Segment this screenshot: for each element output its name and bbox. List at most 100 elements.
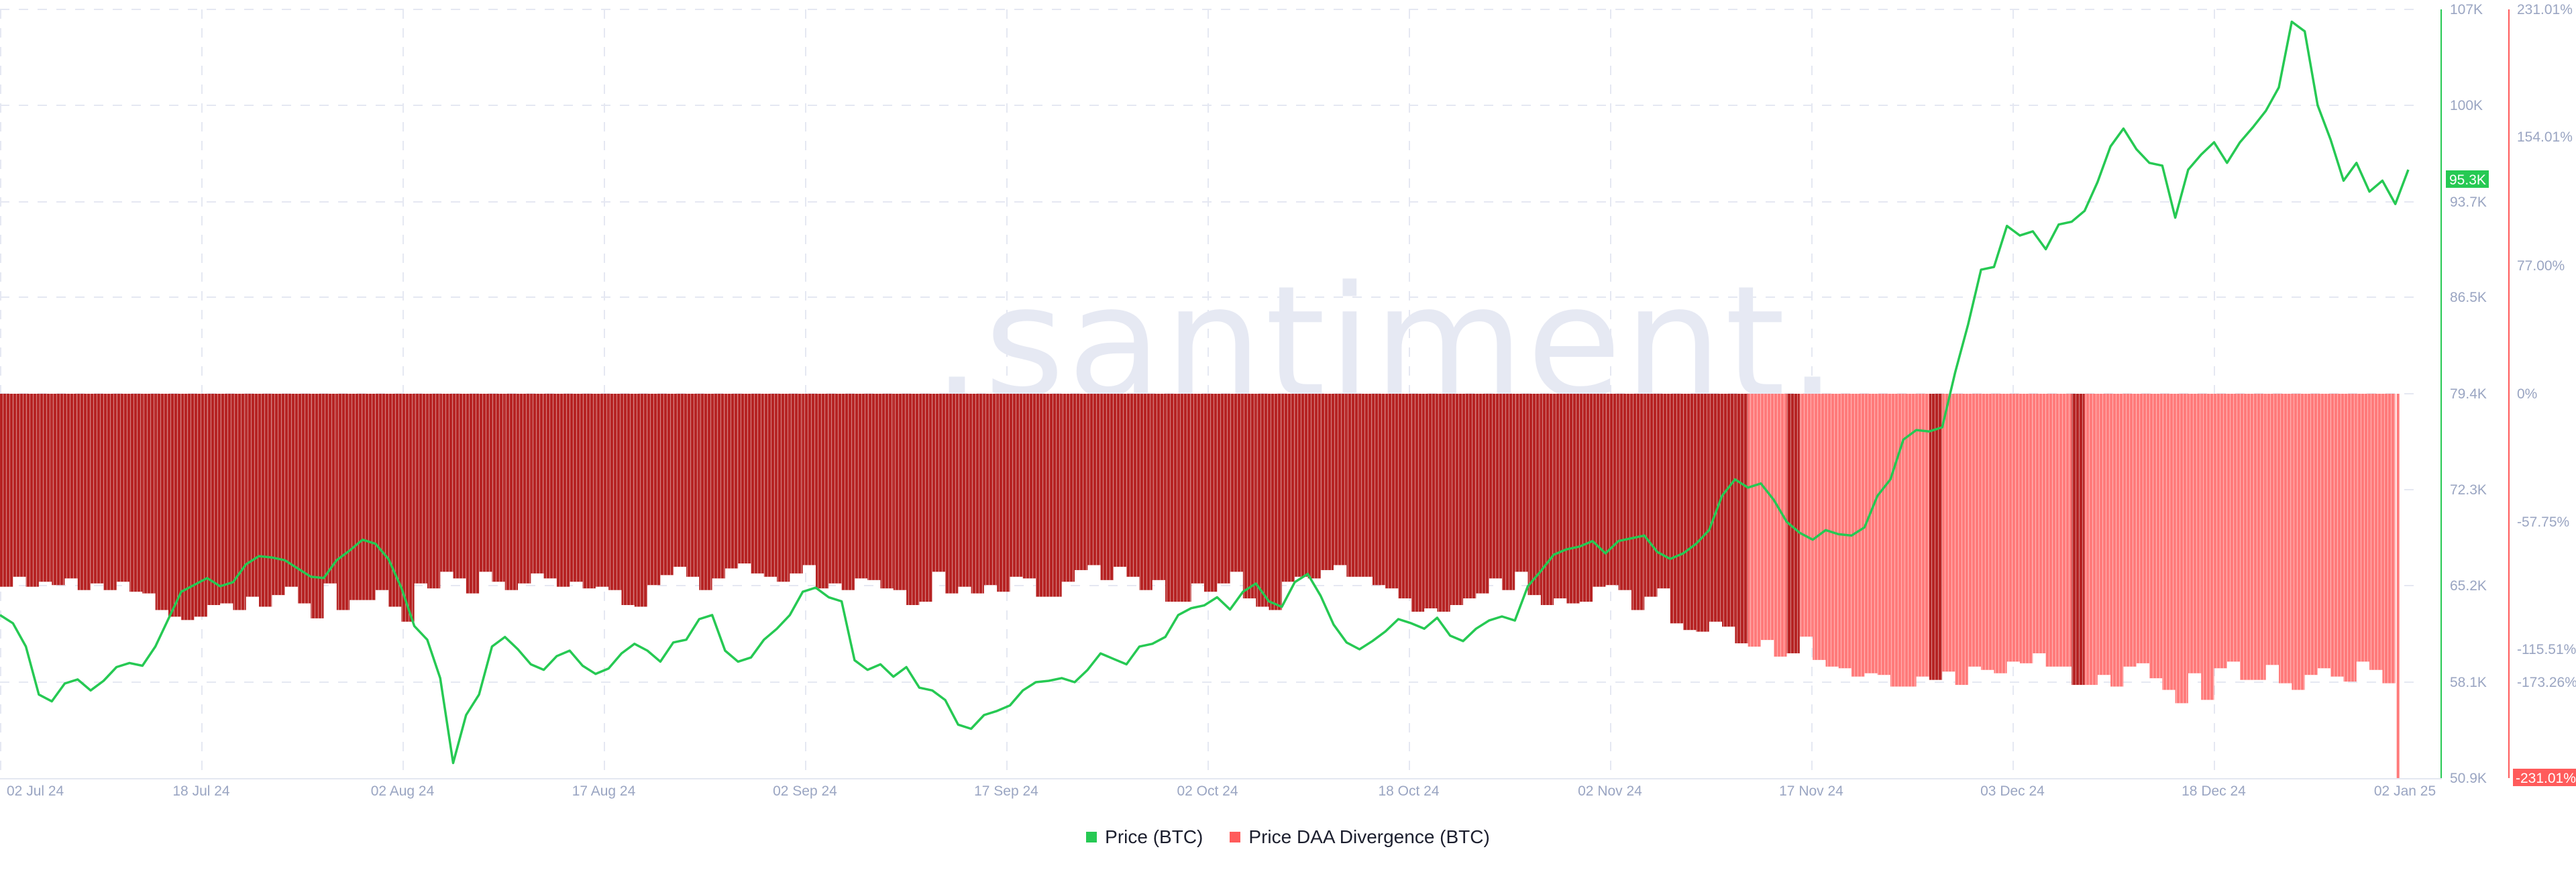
bar-texture — [828, 394, 842, 584]
bar-texture — [401, 394, 415, 622]
bar-texture — [2136, 394, 2149, 663]
bar-texture — [38, 394, 52, 582]
bar-texture — [116, 394, 130, 582]
x-tick-label: 18 Dec 24 — [2182, 783, 2246, 799]
bar-texture — [0, 394, 13, 587]
bar-texture — [2072, 394, 2085, 686]
bar-texture — [1903, 394, 1917, 687]
bar-texture — [543, 394, 557, 579]
legend: Price (BTC) Price DAA Divergence (BTC) — [0, 826, 2576, 848]
divergence-tick-label: -57.75% — [2517, 514, 2569, 530]
bar-texture — [608, 394, 622, 590]
bar-texture — [168, 394, 182, 617]
bar-texture — [1760, 394, 1774, 641]
bar-texture — [427, 394, 441, 589]
bar-texture — [2369, 394, 2383, 670]
bar-texture — [1540, 394, 1554, 606]
divergence-tick-label: -173.26% — [2517, 675, 2576, 690]
x-tick-label: 18 Jul 24 — [172, 783, 230, 799]
bar-texture — [492, 394, 505, 582]
bar-texture — [1204, 394, 1218, 592]
bar-texture — [272, 394, 285, 596]
bar-texture — [660, 394, 674, 576]
svg-text:-231.01%: -231.01% — [2516, 771, 2576, 786]
bar-texture — [233, 394, 246, 610]
bar-texture — [2214, 394, 2227, 669]
bar-texture — [1191, 394, 1204, 584]
bar-texture — [362, 394, 376, 600]
bar-texture — [1372, 394, 1386, 586]
legend-item-price[interactable]: Price (BTC) — [1086, 826, 1203, 848]
legend-label-divergence: Price DAA Divergence (BTC) — [1248, 826, 1490, 847]
bar-texture — [2343, 394, 2357, 682]
bar-texture — [724, 394, 739, 569]
bar-texture — [802, 394, 816, 565]
bar-texture — [1631, 394, 1645, 610]
bar-texture — [1113, 394, 1127, 567]
bar-texture — [504, 394, 519, 590]
bar-texture — [1242, 394, 1256, 599]
bar-texture — [297, 394, 311, 604]
bar-texture — [52, 394, 65, 586]
bar-texture — [1100, 394, 1114, 580]
price-tick-label: 79.4K — [2450, 386, 2487, 402]
price-axis-ticks: 107K 100K 93.7K 86.5K 79.4K 72.3K 65.2K 58.1K 50… — [2450, 2, 2487, 786]
price-tick-label: 100K — [2450, 98, 2483, 113]
bar-texture — [2265, 394, 2279, 665]
divergence-tick-label: 154.01% — [2517, 129, 2573, 145]
bar-texture — [1463, 394, 1477, 599]
legend-label-price: Price (BTC) — [1105, 826, 1203, 847]
bar-texture — [375, 394, 389, 590]
bar-texture — [2330, 394, 2344, 677]
bar-texture — [686, 394, 700, 577]
bar-texture — [1489, 394, 1502, 579]
bar-texture — [751, 394, 764, 574]
bar-texture — [1554, 394, 1567, 599]
bar-texture — [2006, 394, 2020, 662]
bar-texture — [983, 394, 998, 586]
price-tick-label: 93.7K — [2450, 195, 2487, 210]
bar-texture — [103, 394, 117, 590]
bar-texture — [194, 394, 207, 617]
legend-item-divergence[interactable]: Price DAA Divergence (BTC) — [1230, 826, 1490, 848]
bar-texture — [971, 394, 984, 594]
bar-texture — [1476, 394, 1489, 594]
bar-texture — [1087, 394, 1101, 565]
bar-texture — [1346, 394, 1360, 577]
bar-texture — [1735, 394, 1748, 644]
bar-texture — [350, 394, 363, 600]
price-tick-label: 72.3K — [2450, 482, 2487, 498]
bar-texture — [1877, 394, 1890, 675]
bar-texture — [2033, 394, 2046, 653]
bar-texture — [1424, 394, 1438, 608]
bar-texture — [1049, 394, 1062, 597]
bar-texture — [91, 394, 104, 584]
bar-texture — [570, 394, 583, 582]
current-divergence-badge: -231.01% — [2513, 769, 2576, 786]
bar-texture — [595, 394, 609, 587]
bar-texture — [1929, 394, 1943, 680]
bar-texture — [1437, 394, 1450, 612]
bar-texture — [25, 394, 39, 587]
bar-texture — [841, 394, 855, 590]
bar-texture — [284, 394, 298, 587]
bar-texture — [2304, 394, 2318, 675]
price-tick-label: 65.2K — [2450, 578, 2487, 594]
bar-texture — [647, 394, 661, 586]
bar-texture — [790, 394, 803, 574]
bar-texture — [1022, 394, 1036, 579]
bar-texture — [2162, 394, 2176, 690]
legend-swatch-price — [1086, 832, 1097, 842]
bar-texture — [1722, 394, 1735, 627]
divergence-bar — [2396, 394, 2400, 778]
bar-texture — [142, 394, 156, 594]
bar-texture — [1683, 394, 1697, 631]
bar-texture — [2110, 394, 2124, 687]
bar-texture — [1593, 394, 1606, 587]
bar-texture — [2188, 394, 2202, 673]
bar-texture — [1799, 394, 1813, 637]
bar-texture — [2240, 394, 2253, 680]
bar-texture — [1670, 394, 1684, 624]
bar-texture — [2278, 394, 2292, 684]
